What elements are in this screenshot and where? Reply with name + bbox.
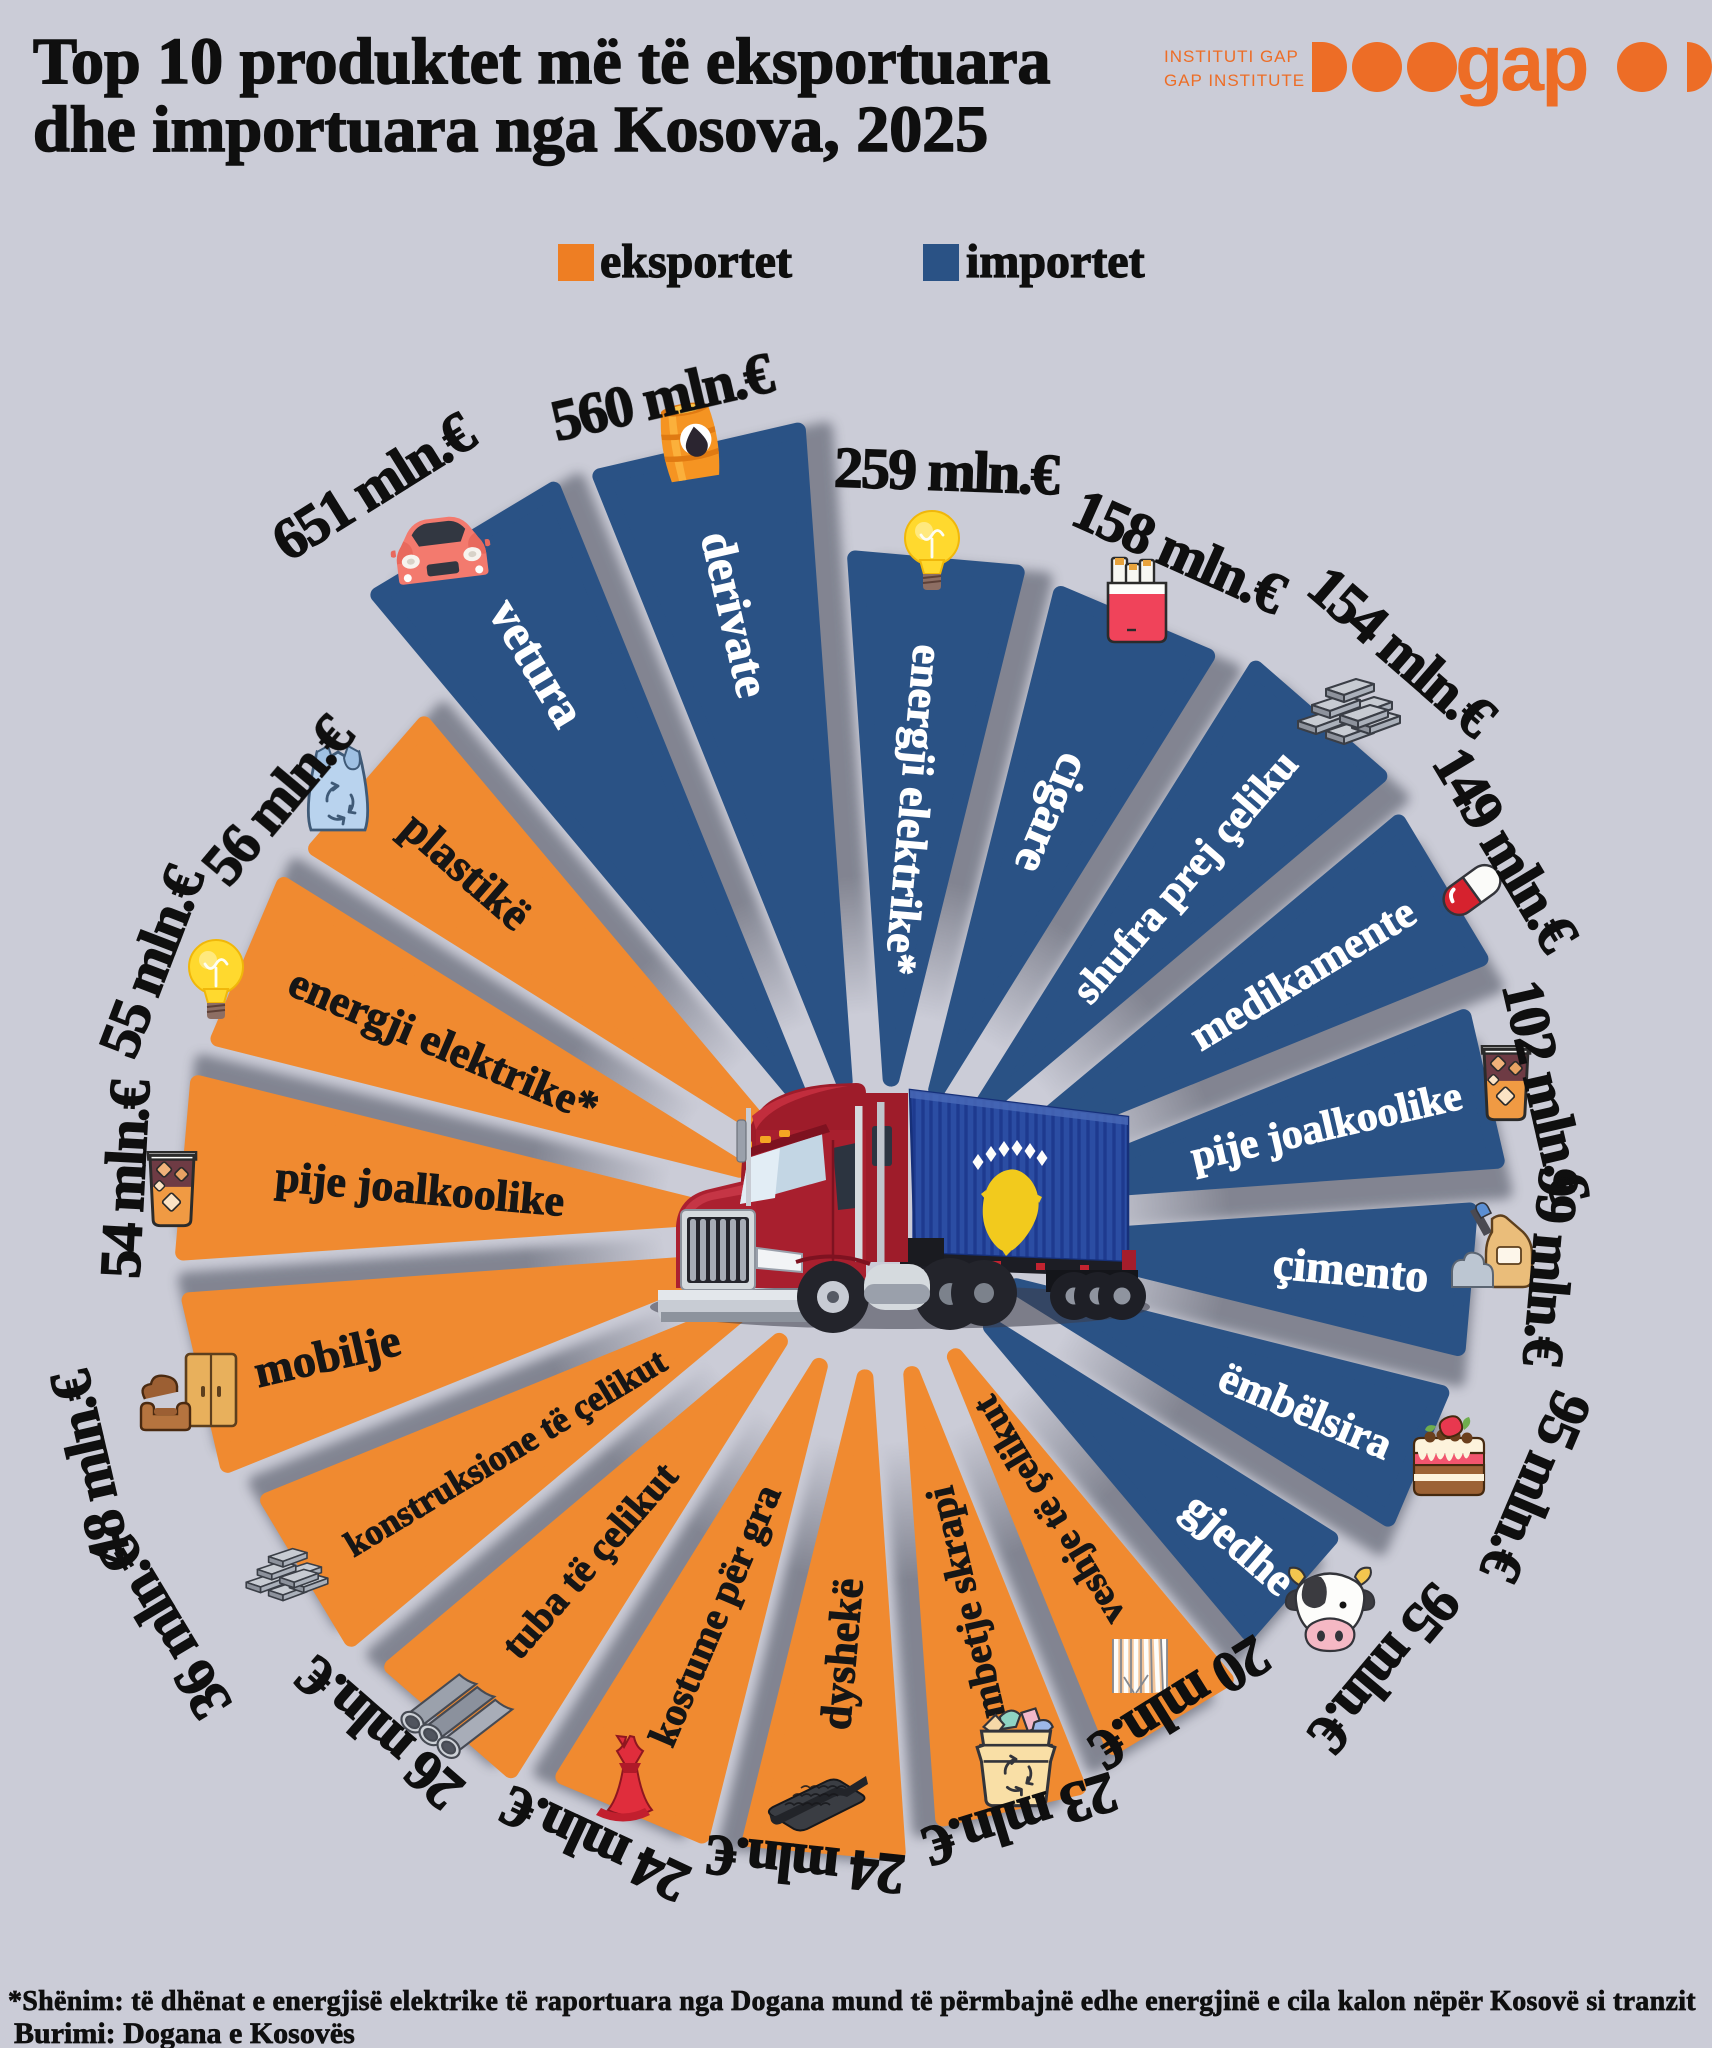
svg-text:dhe importuara nga Kosova, 202: dhe importuara nga Kosova, 2025 bbox=[33, 93, 988, 166]
svg-text:eksportet: eksportet bbox=[600, 235, 792, 288]
svg-text:GAP INSTITUTE: GAP INSTITUTE bbox=[1164, 71, 1305, 90]
svg-text:INSTITUTI GAP: INSTITUTI GAP bbox=[1164, 47, 1299, 66]
svg-text:importet: importet bbox=[966, 235, 1145, 288]
svg-text:Burimi: Dogana e Kosovës: Burimi: Dogana e Kosovës bbox=[14, 2017, 355, 2048]
svg-text:Top 10 produktet më të eksport: Top 10 produktet më të eksportuara bbox=[33, 25, 1051, 98]
svg-text:çimento: çimento bbox=[1271, 1237, 1431, 1301]
svg-text:259 mln.€: 259 mln.€ bbox=[833, 434, 1061, 507]
svg-text:*Shënim: të dhënat e energjisë: *Shënim: të dhënat e energjisë elektrike… bbox=[8, 1986, 1696, 2017]
svg-text:54 mln.€: 54 mln.€ bbox=[87, 1078, 162, 1280]
svg-text:gap: gap bbox=[1455, 18, 1587, 107]
